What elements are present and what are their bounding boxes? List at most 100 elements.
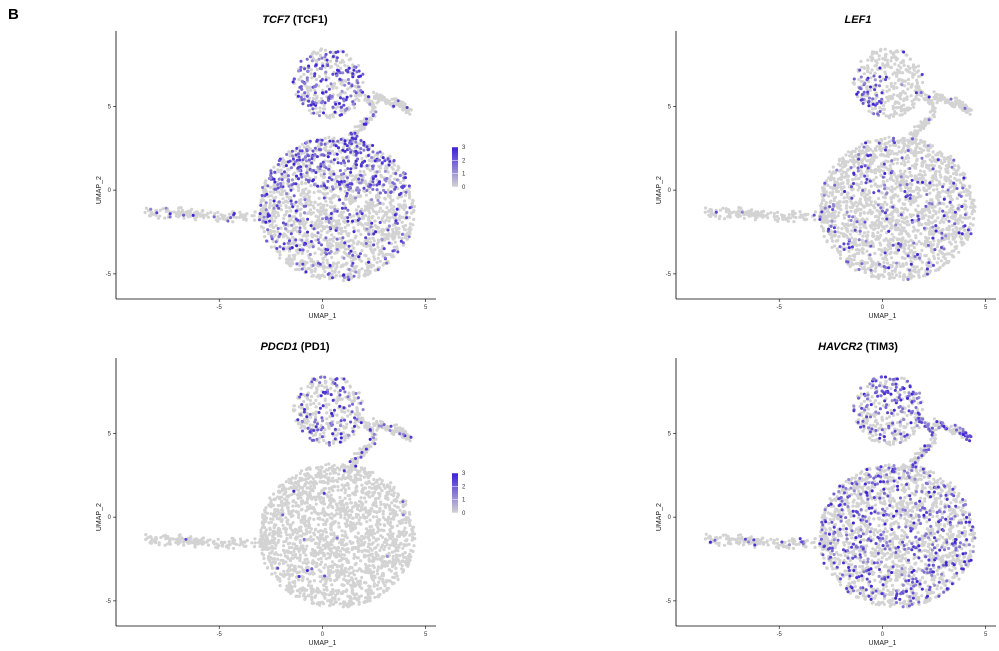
cell-point — [390, 198, 394, 202]
cell-point — [358, 124, 362, 128]
cell-point-expressed — [357, 85, 361, 89]
x-tick-label: 0 — [321, 305, 325, 311]
cell-point — [272, 165, 276, 169]
cell-point — [304, 234, 309, 238]
cell-point — [849, 209, 853, 213]
cell-point — [333, 82, 337, 86]
cell-point — [373, 219, 377, 223]
cell-point — [312, 233, 316, 237]
cell-point — [380, 233, 384, 237]
cell-point-expressed — [339, 187, 342, 191]
cell-point — [877, 196, 881, 201]
cell-point — [231, 220, 235, 224]
cell-point-expressed — [326, 179, 330, 183]
cell-point — [389, 184, 393, 189]
x-tick-label: 5 — [424, 305, 428, 311]
cell-point — [382, 220, 387, 224]
cell-point — [887, 135, 891, 139]
cell-point — [867, 140, 872, 144]
cell-point-expressed — [346, 78, 350, 81]
cell-point — [366, 271, 370, 275]
cell-point-expressed — [393, 213, 397, 217]
cell-point — [353, 94, 358, 98]
cell-point-expressed — [395, 207, 399, 211]
cell-point — [315, 94, 319, 98]
cell-point — [927, 215, 931, 219]
cell-point-expressed — [323, 184, 326, 188]
cell-point-expressed — [149, 207, 153, 211]
cell-point — [274, 224, 278, 228]
cell-point-expressed — [391, 181, 395, 185]
cell-point — [876, 231, 880, 235]
cell-point-expressed — [307, 64, 311, 68]
cell-point-expressed — [307, 158, 311, 162]
cell-point — [904, 229, 908, 233]
cell-point — [309, 257, 313, 262]
cell-point-expressed — [168, 212, 172, 216]
cell-point-expressed — [378, 201, 382, 205]
cell-point — [259, 198, 263, 202]
cell-point — [923, 140, 927, 144]
cell-point — [928, 210, 932, 215]
cell-point — [368, 116, 372, 120]
cell-point — [902, 217, 907, 221]
cell-point-expressed — [400, 185, 404, 189]
cell-point — [391, 255, 395, 259]
cell-point — [279, 204, 283, 208]
cell-point — [838, 204, 842, 208]
cell-point — [923, 254, 927, 258]
cell-point — [857, 149, 862, 153]
x-tick-label: 0 — [881, 305, 885, 311]
cell-point — [314, 221, 318, 225]
cell-point-expressed — [347, 188, 351, 192]
cell-point-expressed — [330, 94, 334, 98]
cell-point — [851, 177, 855, 182]
cell-point-expressed — [304, 164, 308, 168]
cell-point — [373, 248, 377, 252]
cell-point — [195, 213, 199, 217]
cell-point — [925, 200, 929, 204]
cell-point — [343, 79, 348, 83]
cell-point — [406, 231, 410, 235]
cell-point — [894, 175, 898, 179]
cell-point-expressed — [347, 81, 351, 85]
cell-point-expressed — [310, 168, 314, 172]
cell-point — [261, 226, 265, 230]
cell-point — [334, 274, 338, 278]
cell-point — [364, 200, 368, 204]
cell-point-expressed — [323, 142, 327, 146]
cell-point — [404, 110, 408, 115]
cell-point-expressed — [265, 239, 269, 243]
cell-point — [161, 207, 165, 211]
cell-point — [872, 178, 876, 182]
cell-point — [364, 193, 368, 197]
cell-point — [322, 169, 326, 173]
cell-point-expressed — [307, 99, 311, 103]
cell-point — [349, 57, 353, 61]
cell-point — [385, 252, 389, 256]
cell-point — [842, 216, 847, 220]
cell-point — [363, 253, 367, 257]
cell-point-expressed — [364, 236, 368, 240]
cell-point — [948, 208, 952, 212]
cell-point-expressed — [264, 208, 268, 212]
cell-point — [819, 207, 823, 211]
cell-point — [368, 269, 372, 274]
cell-point-expressed — [387, 163, 391, 167]
cell-point — [930, 216, 934, 220]
cell-point — [377, 210, 381, 214]
cell-point-expressed — [365, 227, 369, 231]
cell-point — [398, 103, 402, 107]
cell-point — [319, 274, 323, 278]
cell-point-expressed — [329, 82, 333, 86]
cell-point — [865, 261, 870, 265]
cell-point — [857, 202, 861, 206]
cell-point-expressed — [320, 243, 323, 247]
cell-point — [861, 247, 865, 251]
cell-point — [885, 213, 889, 218]
cell-point-expressed — [326, 272, 330, 276]
cell-point — [336, 93, 340, 97]
cell-point-expressed — [291, 157, 295, 161]
cell-point — [303, 222, 307, 227]
